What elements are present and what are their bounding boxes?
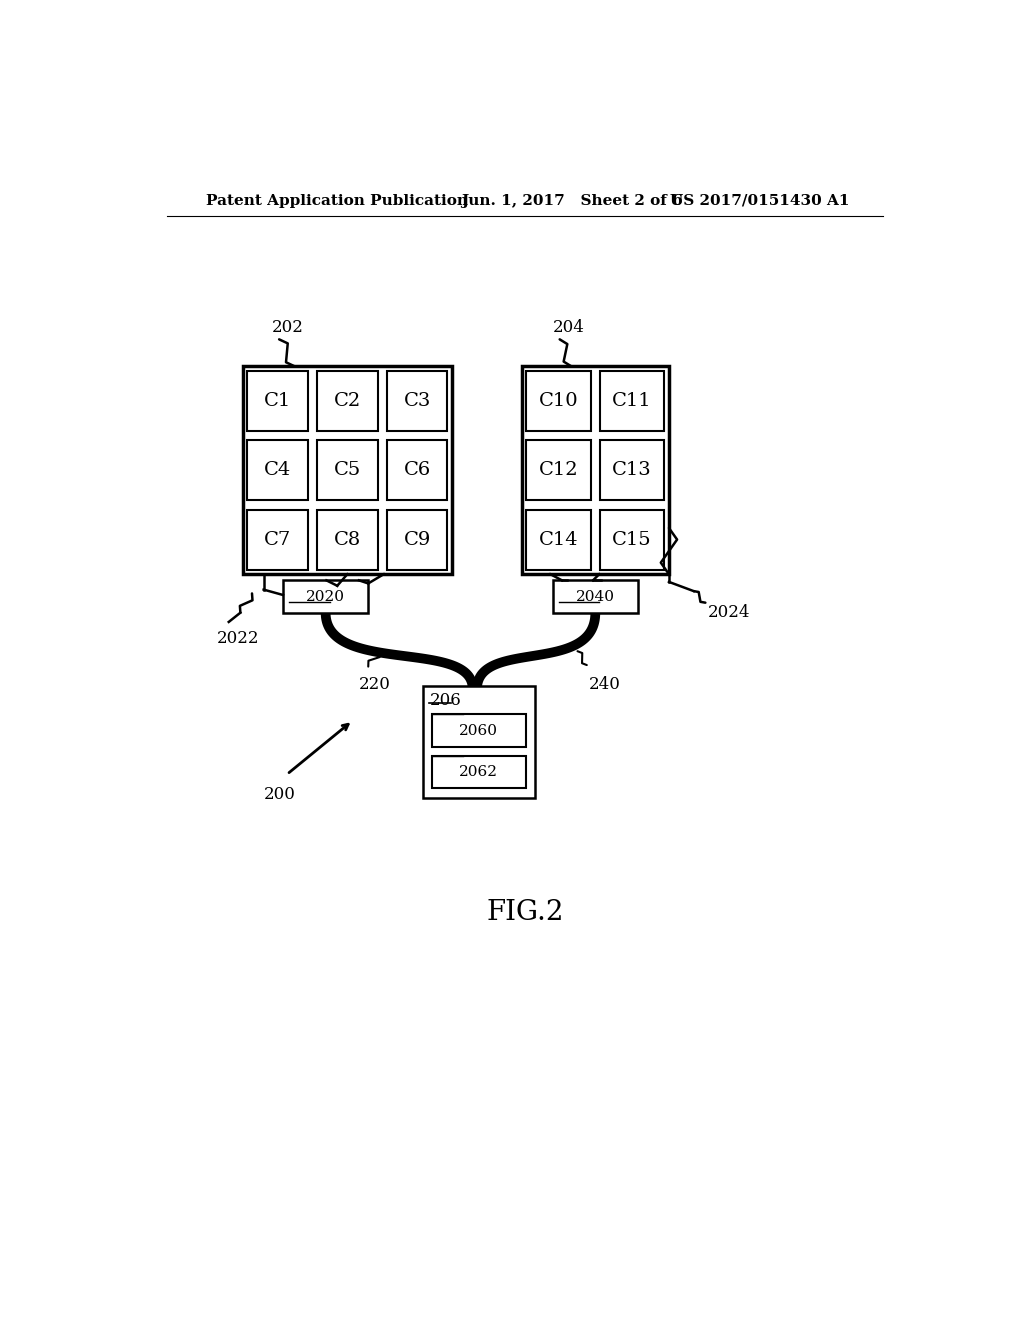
Bar — [526, 371, 591, 430]
Bar — [248, 441, 308, 500]
Bar — [283, 581, 369, 612]
Text: 2022: 2022 — [217, 630, 260, 647]
Text: C11: C11 — [612, 392, 652, 411]
Text: 2020: 2020 — [306, 590, 345, 603]
Bar — [317, 510, 378, 570]
Bar — [387, 510, 447, 570]
Bar — [600, 510, 665, 570]
Text: C15: C15 — [612, 531, 652, 549]
Bar — [248, 371, 308, 430]
Text: C1: C1 — [264, 392, 291, 411]
Bar — [553, 581, 638, 612]
Text: 202: 202 — [272, 318, 304, 335]
Text: 220: 220 — [359, 676, 391, 693]
Text: 204: 204 — [553, 318, 585, 335]
Text: 240: 240 — [589, 676, 621, 693]
Text: C5: C5 — [334, 461, 360, 479]
Text: C2: C2 — [334, 392, 360, 411]
Text: C14: C14 — [539, 531, 579, 549]
Bar — [432, 714, 525, 747]
Text: 2040: 2040 — [575, 590, 614, 603]
Text: Jun. 1, 2017   Sheet 2 of 6: Jun. 1, 2017 Sheet 2 of 6 — [461, 194, 683, 207]
Bar — [526, 510, 591, 570]
Text: 200: 200 — [263, 785, 296, 803]
Text: 2024: 2024 — [708, 605, 751, 622]
Text: 2062: 2062 — [459, 766, 499, 779]
Bar — [317, 371, 378, 430]
Text: Patent Application Publication: Patent Application Publication — [206, 194, 468, 207]
Text: 2060: 2060 — [459, 723, 499, 738]
Bar — [243, 367, 452, 574]
Bar — [387, 441, 447, 500]
Text: US 2017/0151430 A1: US 2017/0151430 A1 — [671, 194, 850, 207]
Text: C8: C8 — [334, 531, 360, 549]
Bar — [526, 441, 591, 500]
Bar — [248, 510, 308, 570]
Text: C10: C10 — [539, 392, 579, 411]
Text: C6: C6 — [403, 461, 431, 479]
Text: FIG.2: FIG.2 — [486, 899, 563, 927]
Text: C9: C9 — [403, 531, 431, 549]
Bar — [600, 441, 665, 500]
Text: C3: C3 — [403, 392, 431, 411]
Bar — [521, 367, 669, 574]
Text: 206: 206 — [430, 692, 462, 709]
Text: C13: C13 — [612, 461, 652, 479]
Text: C7: C7 — [264, 531, 291, 549]
Bar — [317, 441, 378, 500]
Bar — [600, 371, 665, 430]
Bar — [423, 686, 535, 797]
Bar — [387, 371, 447, 430]
Text: C4: C4 — [264, 461, 291, 479]
Bar — [432, 756, 525, 788]
Text: C12: C12 — [539, 461, 579, 479]
